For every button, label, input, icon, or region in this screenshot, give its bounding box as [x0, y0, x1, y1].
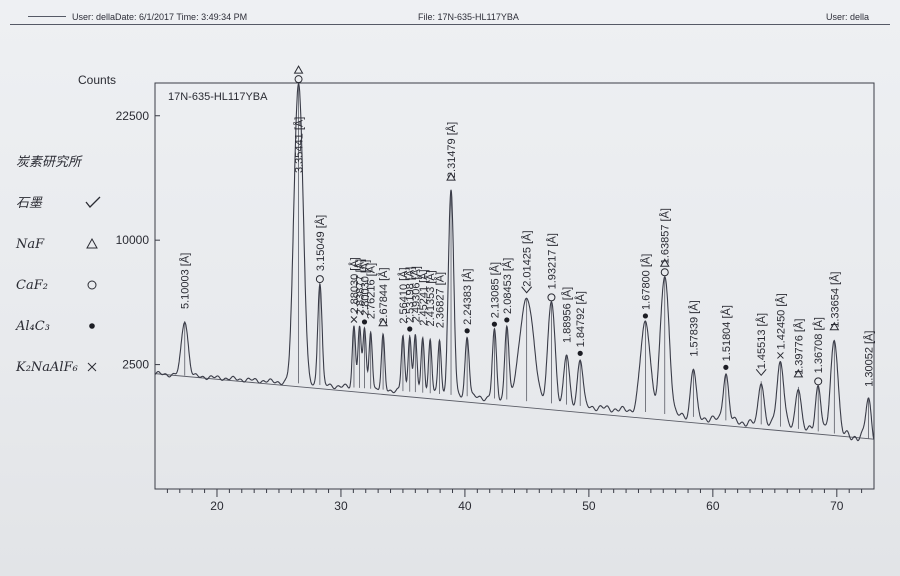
- peak-droplines: [184, 83, 869, 439]
- triangle-marker: [378, 317, 388, 327]
- peak-label: 2.24383 [Å]: [461, 269, 474, 325]
- x-tick-label: 30: [334, 499, 348, 513]
- dot-marker: [723, 364, 729, 370]
- peak-label: 2.67844 [Å]: [377, 267, 390, 323]
- header-user-date: User: dellaDate: 6/1/2017 Time: 3:49:34 …: [72, 12, 248, 22]
- y-axis: 2500 10000 22500: [116, 109, 160, 372]
- x-tick-label: 20: [210, 499, 224, 513]
- legend-note-text: CaF₂: [16, 278, 48, 293]
- y-tick-label: 2500: [122, 358, 149, 372]
- peak-label: 2.76216 [Å]: [365, 263, 378, 319]
- circle-marker: [814, 377, 823, 386]
- dot-marker: [89, 323, 95, 329]
- dot-marker: [504, 317, 510, 323]
- circle-marker: [315, 275, 324, 284]
- legend-note-text: Al₄C₃: [15, 319, 50, 334]
- circle-marker: [547, 293, 556, 302]
- cross-marker: [350, 316, 358, 323]
- legend-note-text: 石墨: [16, 196, 43, 211]
- peak-label: 2.53198 [Å]: [404, 267, 417, 323]
- dot-marker: [491, 321, 498, 327]
- triangle-marker: [659, 258, 670, 267]
- triangle-marker: [829, 321, 840, 331]
- phase-markers: [293, 65, 840, 386]
- peak-label: 2.01425 [Å]: [521, 230, 534, 286]
- peak-label: 2.36827 [Å]: [434, 272, 447, 328]
- peak-label: 2.41353 [Å]: [424, 270, 437, 326]
- circle-marker: [87, 280, 97, 290]
- peak-label: 1.57839 [Å]: [687, 300, 700, 356]
- peak-label: 5.10003 [Å]: [179, 253, 192, 309]
- x-axis: 20 30 40 50 60 70: [166, 489, 863, 513]
- v-marker: [755, 368, 767, 377]
- peak-label: 3.35441 [Å]: [293, 117, 306, 173]
- peak-label: 1.33654 [Å]: [828, 271, 841, 327]
- peak-label: 1.93217 [Å]: [545, 233, 558, 289]
- triangle-marker: [293, 65, 304, 74]
- legend-note-text: K₂NaAlF₆: [15, 360, 78, 375]
- v-marker: [521, 286, 533, 294]
- y-axis-label: Counts: [78, 73, 116, 87]
- peak-label: 2.88030 [Å]: [348, 257, 361, 313]
- plot-frame: [154, 82, 875, 490]
- x-tick-label: 60: [706, 499, 720, 513]
- dot-marker: [464, 328, 470, 334]
- dot-marker: [577, 350, 583, 356]
- peak-label: 1.63857 [Å]: [659, 208, 672, 264]
- dot-marker: [361, 319, 368, 325]
- header-file: File: 17N-635-HL117YBA: [418, 12, 519, 22]
- header-user: User: della: [826, 12, 870, 22]
- circle-marker: [660, 268, 669, 277]
- diffraction-pattern: [154, 81, 875, 442]
- peak-label: 1.45513 [Å]: [755, 313, 768, 369]
- legend-note-text: 炭素研究所: [16, 154, 83, 170]
- header-dash: [28, 16, 66, 17]
- peak-label: 2.31479 [Å]: [445, 122, 458, 178]
- x-tick-label: 50: [582, 499, 596, 513]
- x-tick-label: 40: [458, 499, 472, 513]
- peak-label: 1.67800 [Å]: [639, 254, 652, 310]
- peak-label: 2.13085 [Å]: [488, 262, 501, 318]
- peak-label: 1.39776 [Å]: [792, 319, 805, 375]
- peak-label: 2.83877 [Å]: [354, 259, 367, 315]
- peak-label: 2.08453 [Å]: [501, 258, 514, 314]
- peak-label: 1.36708 [Å]: [812, 317, 825, 373]
- peak-label: 3.15049 [Å]: [314, 215, 327, 271]
- peak-label: 2.56410 [Å]: [397, 267, 410, 323]
- peak-label: 1.84792 [Å]: [574, 291, 587, 347]
- cross-marker: [777, 352, 784, 359]
- peak-label: 2.49306 [Å]: [409, 266, 422, 322]
- peak-label: 1.42450 [Å]: [774, 293, 787, 349]
- y-tick-label: 10000: [116, 233, 150, 247]
- peak-label: 2.80030 [Å]: [359, 260, 372, 316]
- legend-note-text: NaF: [15, 237, 45, 252]
- x-tick-label: 70: [830, 499, 844, 513]
- triangle-marker: [446, 172, 456, 181]
- peak-labels: 5.10003 [Å] 3.35441 [Å] 3.15049 [Å] 2.88030…: [179, 117, 876, 387]
- dot-marker: [407, 326, 413, 332]
- dot-marker: [642, 313, 649, 319]
- y-tick-label: 22500: [116, 109, 150, 123]
- background-baseline: [154, 373, 875, 440]
- sample-label: 17N-635-HL117YBA: [168, 91, 268, 103]
- triangle-marker: [86, 237, 98, 249]
- triangle-marker: [793, 368, 804, 378]
- peak-label: 2.45241 [Å]: [417, 269, 430, 325]
- circle-marker: [294, 75, 303, 84]
- header-rule: [10, 24, 890, 25]
- cross-marker: [87, 362, 97, 372]
- peak-label: 1.88956 [Å]: [561, 287, 574, 343]
- check-marker: [85, 196, 101, 208]
- peak-label: 1.51804 [Å]: [720, 305, 733, 361]
- peak-label: 1.30052 [Å]: [862, 331, 875, 387]
